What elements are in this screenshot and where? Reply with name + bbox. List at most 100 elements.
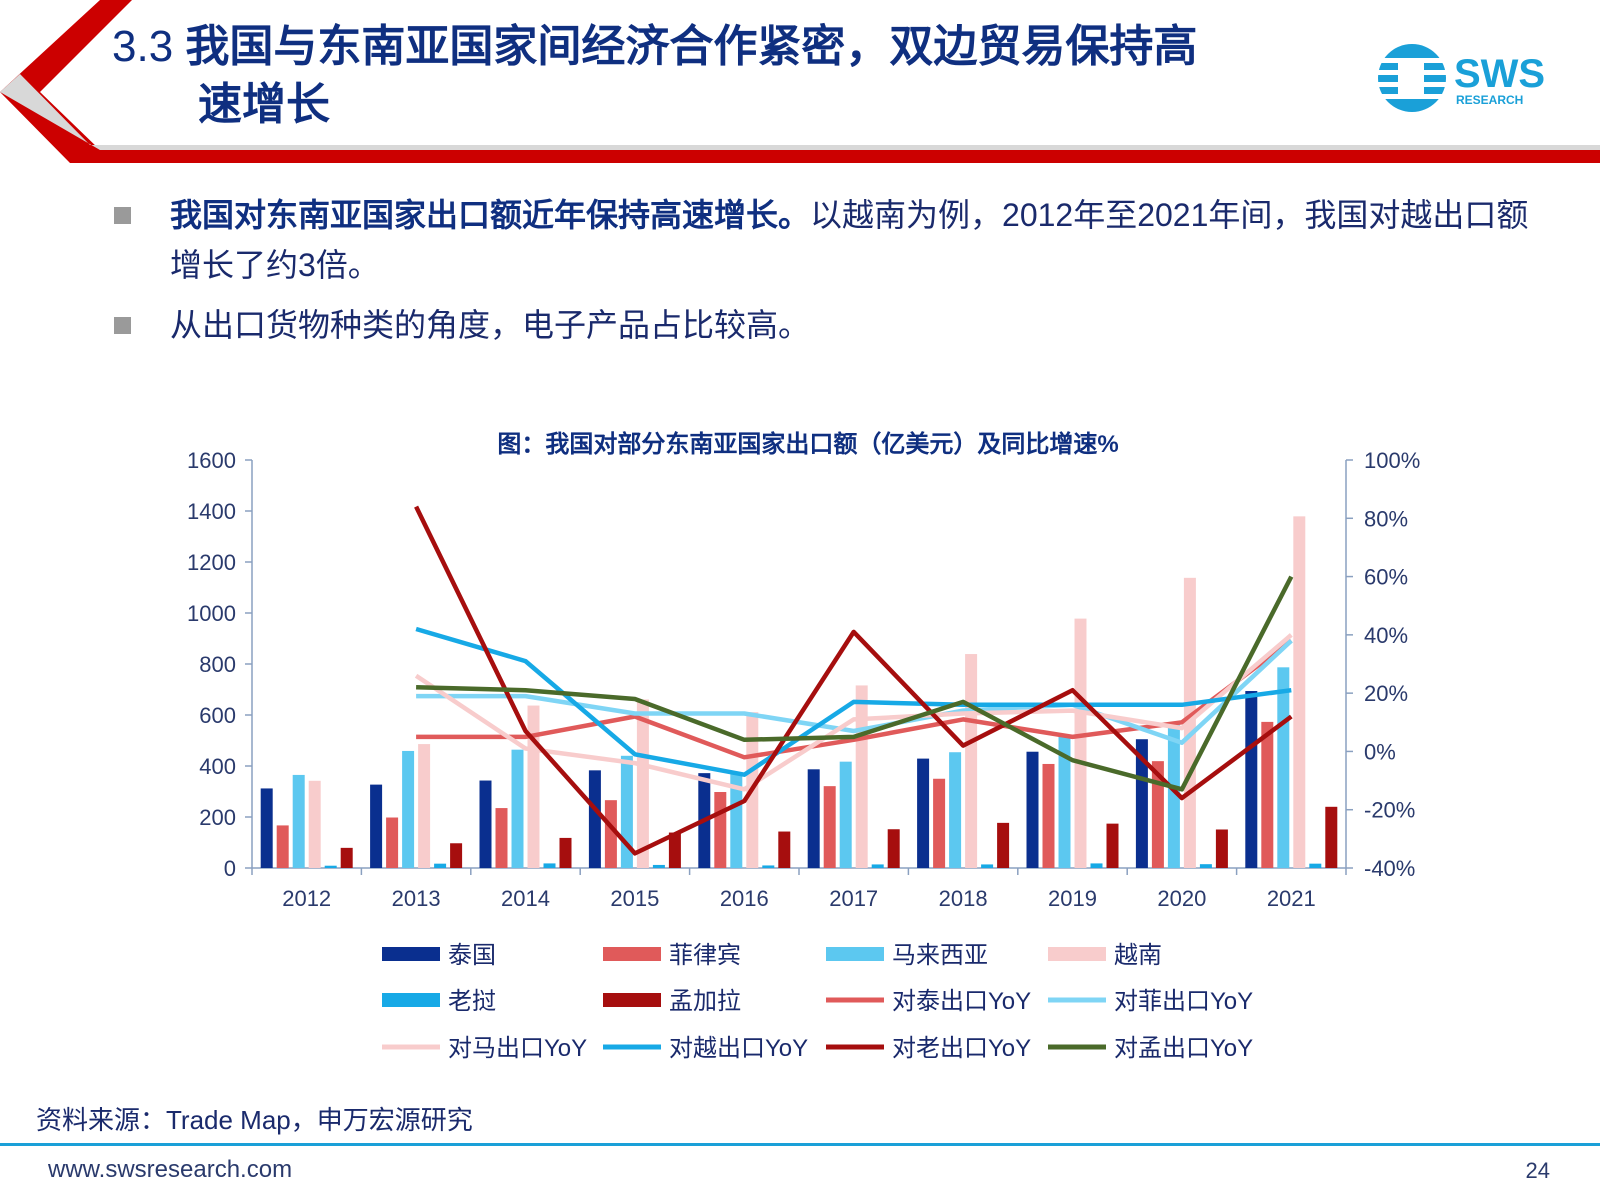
bar-0-2018: [917, 758, 930, 868]
source-note: 资料来源：Trade Map，申万宏源研究: [36, 1105, 473, 1135]
sws-logo: SWS RESEARCH: [1378, 44, 1545, 112]
bar-5-2018: [997, 822, 1010, 868]
x-tick-label: 2016: [720, 886, 769, 911]
bar-0-2013: [370, 784, 383, 868]
x-tick-label: 2018: [939, 886, 988, 911]
legend-swatch: [382, 993, 440, 1007]
yoy-line-0: [416, 638, 1293, 760]
bar-4-2017: [871, 864, 884, 868]
bar-3-2017: [855, 685, 868, 868]
x-tick-label: 2015: [610, 886, 659, 911]
bar-1-2019: [1042, 763, 1055, 868]
logo-subtext: RESEARCH: [1456, 93, 1523, 107]
bar-5-2017: [887, 829, 900, 868]
legend-label: 老挝: [448, 988, 496, 1015]
y-left-tick-label: 1000: [187, 601, 236, 626]
y-left-tick-label: 1600: [187, 448, 236, 473]
y-right-tick-label: 40%: [1364, 623, 1408, 648]
bullet-bold-text: 我国对东南亚国家出口额近年保持高速增长。: [170, 197, 811, 233]
title-line1: 我国与东南亚国家间经济合作紧密，双边贸易保持高: [185, 22, 1198, 71]
logo-text: SWS: [1454, 52, 1545, 96]
legend-label: 泰国: [448, 942, 496, 969]
plot-area: 0 200 400 600 800 1000 1200 1400 1600 -40% -20% 0% 2…: [187, 448, 1420, 911]
bar-2-2013: [402, 750, 415, 868]
y-left-tick-label: 800: [199, 652, 236, 677]
legend-label: 对泰出口YoY: [892, 988, 1031, 1015]
legend-swatch: [826, 947, 884, 961]
bullet-item: 从出口货物种类的角度，电子产品占比较高。: [110, 300, 1530, 350]
legend-label: 对马出口YoY: [448, 1035, 587, 1062]
y-left-tick-label: 600: [199, 703, 236, 728]
bar-3-2019: [1074, 618, 1087, 868]
x-tick-label: 2012: [282, 886, 331, 911]
bar-3-2012: [308, 780, 321, 868]
y-right-tick-label: 100%: [1364, 448, 1420, 473]
bullet-list: 我国对东南亚国家出口额近年保持高速增长。以越南为例，2012年至2021年间，我…: [110, 190, 1530, 360]
bar-1-2015: [604, 800, 617, 868]
bullet-text: 从出口货物种类的角度，电子产品占比较高。: [170, 307, 811, 343]
y-right-tick-label: 0%: [1364, 739, 1396, 764]
bullet-square-icon: [114, 317, 131, 334]
bar-4-2019: [1090, 863, 1103, 868]
bar-0-2019: [1026, 751, 1039, 868]
y-left-tick-label: 1400: [187, 499, 236, 524]
bar-5-2013: [450, 843, 463, 868]
legend-label: 对孟出口YoY: [1114, 1035, 1253, 1062]
bar-5-2014: [559, 837, 572, 868]
bar-4-2021: [1309, 863, 1322, 868]
x-tick-label: 2020: [1157, 886, 1206, 911]
legend-label: 对菲出口YoY: [1114, 988, 1253, 1015]
y-left-tick-label: 0: [224, 856, 236, 881]
footer-url: www.swsresearch.com: [48, 1156, 293, 1183]
bar-4-2020: [1199, 864, 1212, 868]
yoy-line-5: [416, 575, 1294, 792]
legend-label: 马来西亚: [892, 942, 988, 969]
bar-2-2021: [1277, 667, 1290, 868]
bar-3-2018: [965, 654, 978, 868]
bar-0-2017: [807, 769, 820, 868]
yoy-line-1: [416, 639, 1293, 745]
bar-5-2016: [778, 831, 791, 868]
bar-4-2015: [652, 864, 665, 868]
page-number: 24: [1525, 1158, 1550, 1183]
x-tick-label: 2017: [829, 886, 878, 911]
legend-label: 对越出口YoY: [669, 1035, 808, 1062]
legend-swatch: [603, 993, 661, 1007]
bar-1-2014: [495, 808, 508, 868]
bar-4-2018: [981, 864, 994, 868]
bar-5-2021: [1325, 806, 1338, 868]
y-right-tick-label: -20%: [1364, 798, 1415, 823]
legend-swatch: [382, 947, 440, 961]
legend-swatch: [603, 947, 661, 961]
bar-1-2020: [1151, 761, 1164, 868]
bar-0-2015: [588, 770, 601, 868]
bar-2-2019: [1058, 735, 1071, 868]
y-left-tick-label: 1200: [187, 550, 236, 575]
bar-5-2020: [1215, 829, 1228, 868]
bar-3-2013: [418, 744, 431, 868]
bar-4-2013: [434, 863, 447, 868]
logo-globe-icon: [1378, 44, 1446, 112]
x-tick-label: 2021: [1267, 886, 1316, 911]
yoy-line-4: [414, 505, 1293, 856]
bullet-text: 以越南为例，2012年至2021年间，我国对越出口额增长了约3倍。: [170, 197, 1529, 283]
yoy-line-2: [414, 633, 1293, 792]
y-left-tick-label: 400: [199, 754, 236, 779]
legend-label: 孟加拉: [669, 988, 741, 1015]
x-tick-label: 2013: [392, 886, 441, 911]
page-title: 3.3 我国与东南亚国家间经济合作紧密，双边贸易保持高 速增长: [112, 18, 1342, 134]
y-right-tick-label: 80%: [1364, 506, 1408, 531]
bar-2-2012: [292, 774, 305, 868]
bar-5-2015: [668, 832, 681, 868]
legend-label: 越南: [1114, 942, 1162, 969]
title-number: 3.3: [112, 22, 174, 71]
y-right-tick-label: 60%: [1364, 565, 1408, 590]
bar-3-2014: [527, 705, 540, 868]
bar-1-2012: [276, 825, 289, 868]
bar-3-2021: [1293, 516, 1306, 868]
legend-label: 菲律宾: [669, 942, 741, 969]
bar-2-2017: [839, 761, 852, 868]
bar-0-2021: [1245, 691, 1258, 868]
bar-0-2012: [260, 788, 273, 868]
